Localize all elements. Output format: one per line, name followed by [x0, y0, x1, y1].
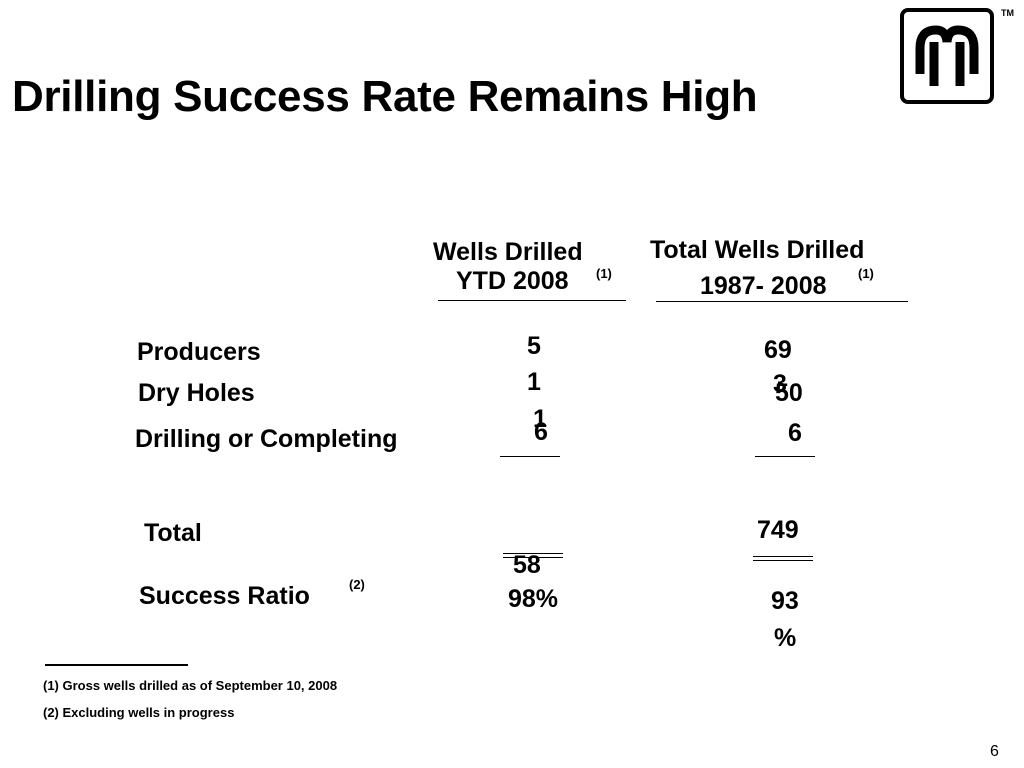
trademark-mark: TM	[1001, 8, 1014, 18]
ytd-header-line2: YTD 2008	[456, 267, 569, 295]
row-label-total: Total	[144, 519, 202, 547]
drilling-ytd: 6	[534, 418, 548, 446]
ytd-header-underline	[438, 300, 626, 301]
success-ratio-footnote-ref: (2)	[349, 577, 365, 592]
ytd-total-double-rule	[503, 553, 563, 558]
footnote-1: (1) Gross wells drilled as of September …	[43, 678, 338, 693]
producers-ytd-line2: 1	[527, 368, 541, 396]
total-subtotal-rule	[755, 456, 815, 457]
success-total-line2: %	[774, 624, 797, 652]
success-ytd: 98%	[508, 585, 559, 613]
total-all-time: 749	[757, 516, 799, 544]
total-header-underline	[656, 301, 908, 302]
row-label-producers: Producers	[137, 338, 261, 366]
company-logo	[900, 8, 994, 104]
total-header-line1: Total Wells Drilled	[650, 236, 865, 264]
footnote-2: (2) Excluding wells in progress	[43, 705, 235, 720]
row-label-success-ratio: Success Ratio	[139, 582, 310, 610]
producers-total-line2: 3	[773, 370, 787, 398]
ytd-subtotal-rule	[500, 456, 560, 457]
total-header-footnote-ref: (1)	[858, 266, 874, 281]
success-total-line1: 93	[771, 587, 799, 615]
ytd-header-footnote-ref: (1)	[596, 266, 612, 281]
dry-holes-total: 50	[775, 379, 803, 407]
row-label-dry-holes: Dry Holes	[138, 379, 255, 407]
total-ytd: 58	[513, 551, 541, 579]
drilling-total: 6	[788, 419, 802, 447]
total-double-rule	[753, 556, 813, 561]
dry-holes-ytd: 1	[533, 405, 547, 433]
producers-ytd-line1: 5	[527, 332, 541, 360]
ytd-header-line1: Wells Drilled	[433, 238, 583, 266]
ram-horns-icon	[915, 25, 979, 86]
producers-total-line1: 69	[764, 336, 792, 364]
page-title: Drilling Success Rate Remains High	[12, 72, 758, 121]
row-label-drilling-completing: Drilling or Completing	[135, 425, 398, 453]
footnote-separator	[45, 664, 188, 666]
total-header-line2: 1987- 2008	[700, 272, 827, 300]
page-number: 6	[990, 743, 999, 760]
